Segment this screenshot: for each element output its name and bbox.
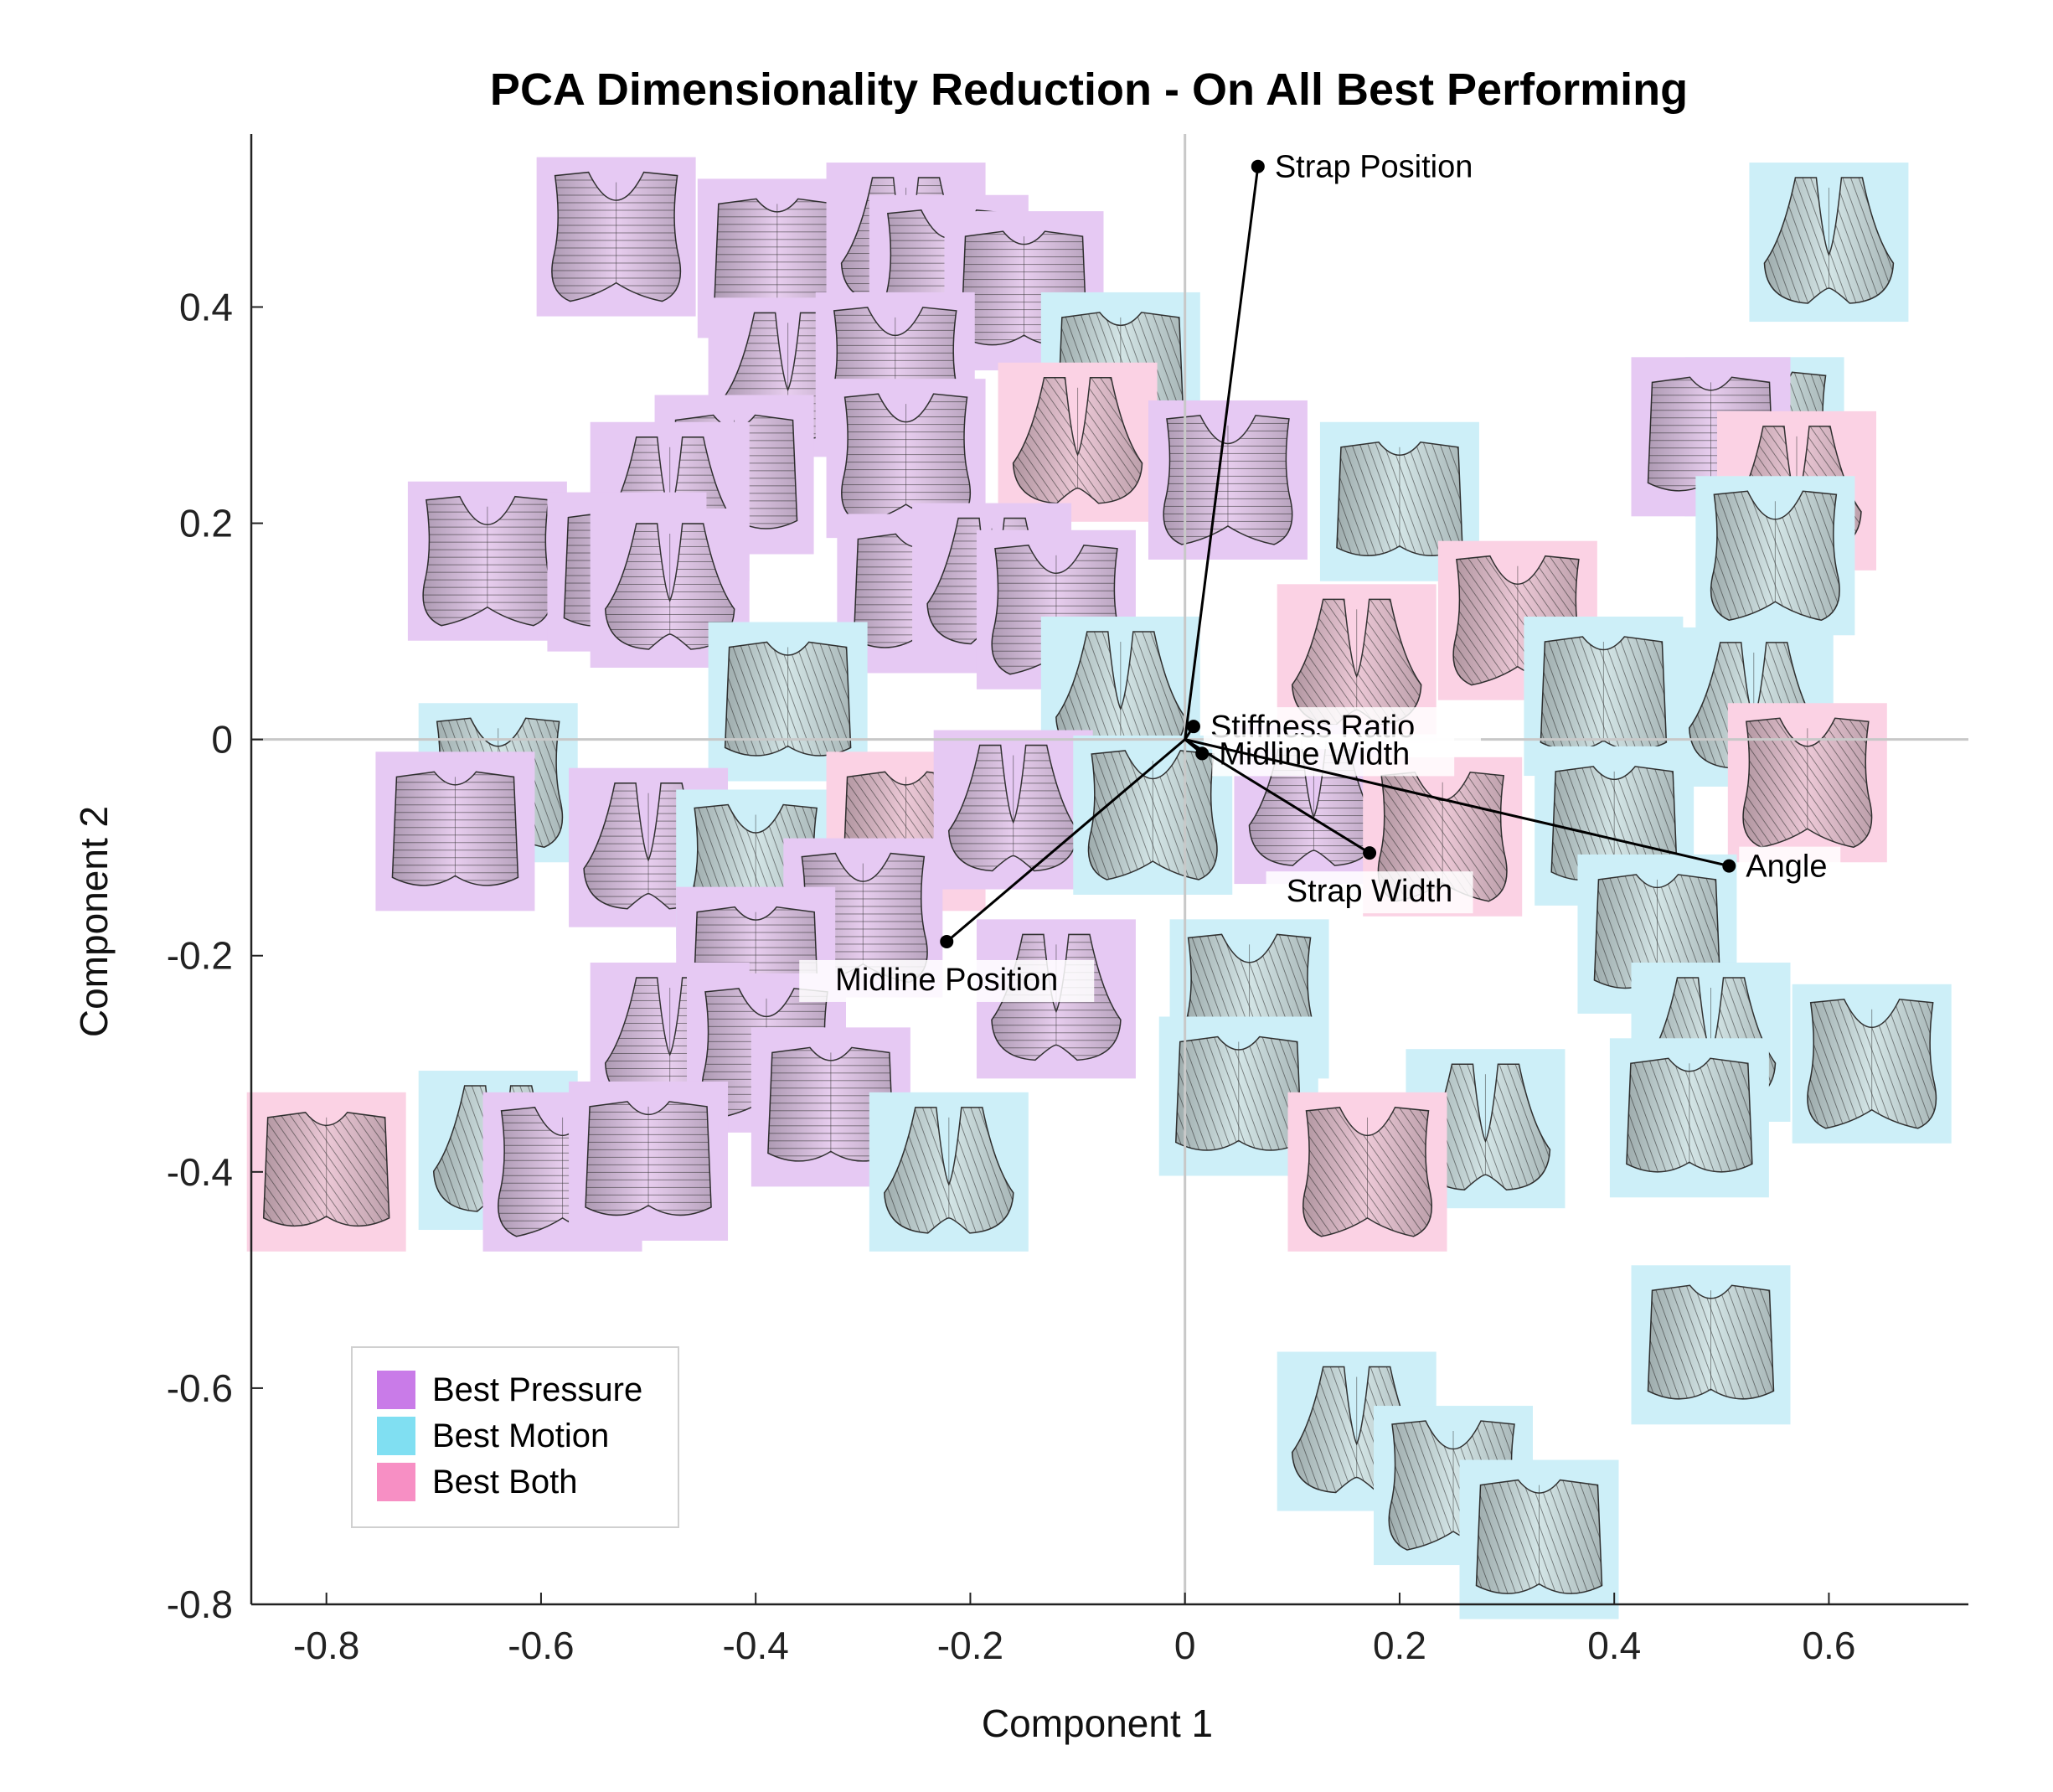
- data-point: [1363, 757, 1523, 917]
- garment-shading: [1421, 1064, 1550, 1190]
- loading-vector: Midline Position: [799, 738, 1186, 1002]
- x-axis-label: Component 1: [982, 1702, 1213, 1745]
- loading-vector: Angle: [1184, 738, 1841, 889]
- loading-vector: Strap Position: [1184, 147, 1528, 740]
- x-tick-label: 0.4: [1587, 1624, 1641, 1667]
- garment-shading: [1764, 178, 1894, 304]
- data-point: [708, 622, 868, 782]
- garment-shading: [1292, 599, 1421, 726]
- y-tick-label: 0.2: [179, 502, 233, 545]
- x-tick-label: -0.4: [723, 1624, 789, 1667]
- x-tick-label: 0: [1174, 1624, 1196, 1667]
- loading-label-bg: [1739, 846, 1841, 889]
- loading-endpoint: [1722, 859, 1736, 873]
- data-point: [1577, 854, 1737, 1014]
- data-point: [590, 508, 750, 668]
- loading-label-bg: [1266, 871, 1473, 914]
- data-point: [998, 362, 1158, 522]
- garment-shading: [605, 523, 735, 649]
- data-point: [1287, 1092, 1447, 1252]
- y-tick-label: -0.6: [167, 1366, 233, 1410]
- x-tick-label: -0.6: [508, 1624, 574, 1667]
- data-point: [1727, 703, 1887, 863]
- loading-line: [1184, 738, 1730, 868]
- loading-line: [946, 738, 1186, 943]
- x-tick-label: -0.8: [293, 1624, 359, 1667]
- legend-swatch: [377, 1417, 415, 1455]
- data-point: [1319, 421, 1479, 581]
- loading-endpoint: [1251, 159, 1265, 173]
- garment-shading: [948, 745, 1078, 871]
- legend-swatch: [377, 1463, 415, 1501]
- legend-label: Best Both: [432, 1464, 577, 1500]
- loading-vector: Strap Width: [1184, 738, 1473, 914]
- y-tick-label: -0.2: [167, 934, 233, 978]
- loading-line: [1184, 166, 1260, 740]
- loading-label-bg: [1267, 147, 1528, 189]
- garment-shading: [884, 1107, 1014, 1233]
- data-point: [933, 730, 1093, 890]
- garment-shading: [1055, 632, 1185, 758]
- loading-endpoint: [940, 934, 954, 948]
- loading-label: Angle: [1746, 850, 1827, 885]
- loading-endpoint: [1363, 846, 1377, 860]
- y-tick-label: -0.8: [167, 1583, 233, 1626]
- loading-endpoint: [1186, 720, 1200, 734]
- data-point: [1792, 984, 1952, 1144]
- loading-label: Midline Position: [835, 963, 1058, 998]
- legend-swatch: [377, 1371, 415, 1409]
- data-point: [1535, 746, 1694, 906]
- data-point: [246, 1092, 406, 1252]
- thumbnail-points: [246, 157, 1952, 1619]
- loading-label: Strap Position: [1275, 150, 1473, 185]
- data-point: [1695, 476, 1855, 636]
- x-tick-label: 0.6: [1802, 1624, 1855, 1667]
- data-point: [1749, 163, 1909, 323]
- axes: -0.8 -0.6 -0.4 -0.2 0 0.2 0.4 0.6 0.4 0.2 0 -0.2 -0.…: [167, 134, 1968, 1667]
- y-tick-label: -0.4: [167, 1150, 233, 1194]
- y-tick-label: 0.4: [179, 285, 233, 328]
- y-tick-label: 0: [211, 718, 233, 762]
- data-point: [826, 379, 986, 539]
- y-axis-label: Component 2: [72, 806, 116, 1037]
- data-point: [1148, 400, 1308, 560]
- data-point: [407, 481, 567, 641]
- data-point: [1609, 1038, 1769, 1198]
- x-tick-label: 0.2: [1373, 1624, 1426, 1667]
- x-tick-label: -0.2: [937, 1624, 1003, 1667]
- data-point: [1459, 1459, 1619, 1619]
- legend-label: Best Pressure: [432, 1371, 642, 1408]
- loading-endpoint: [1195, 746, 1210, 761]
- loading-label: Strap Width: [1287, 874, 1453, 909]
- loading-line: [1184, 738, 1370, 855]
- legend-label: Best Motion: [432, 1418, 609, 1454]
- data-point: [375, 751, 535, 911]
- data-point: [569, 1081, 729, 1241]
- data-point: [536, 157, 696, 317]
- loading-label-bg: [799, 959, 1095, 1002]
- chart-title: PCA Dimensionality Reduction - On All Be…: [490, 65, 1688, 115]
- legend: Best Pressure Best Motion Best Both: [351, 1346, 679, 1528]
- data-point: [1631, 1265, 1791, 1425]
- data-point: [869, 1092, 1029, 1252]
- garment-shading: [1013, 377, 1143, 504]
